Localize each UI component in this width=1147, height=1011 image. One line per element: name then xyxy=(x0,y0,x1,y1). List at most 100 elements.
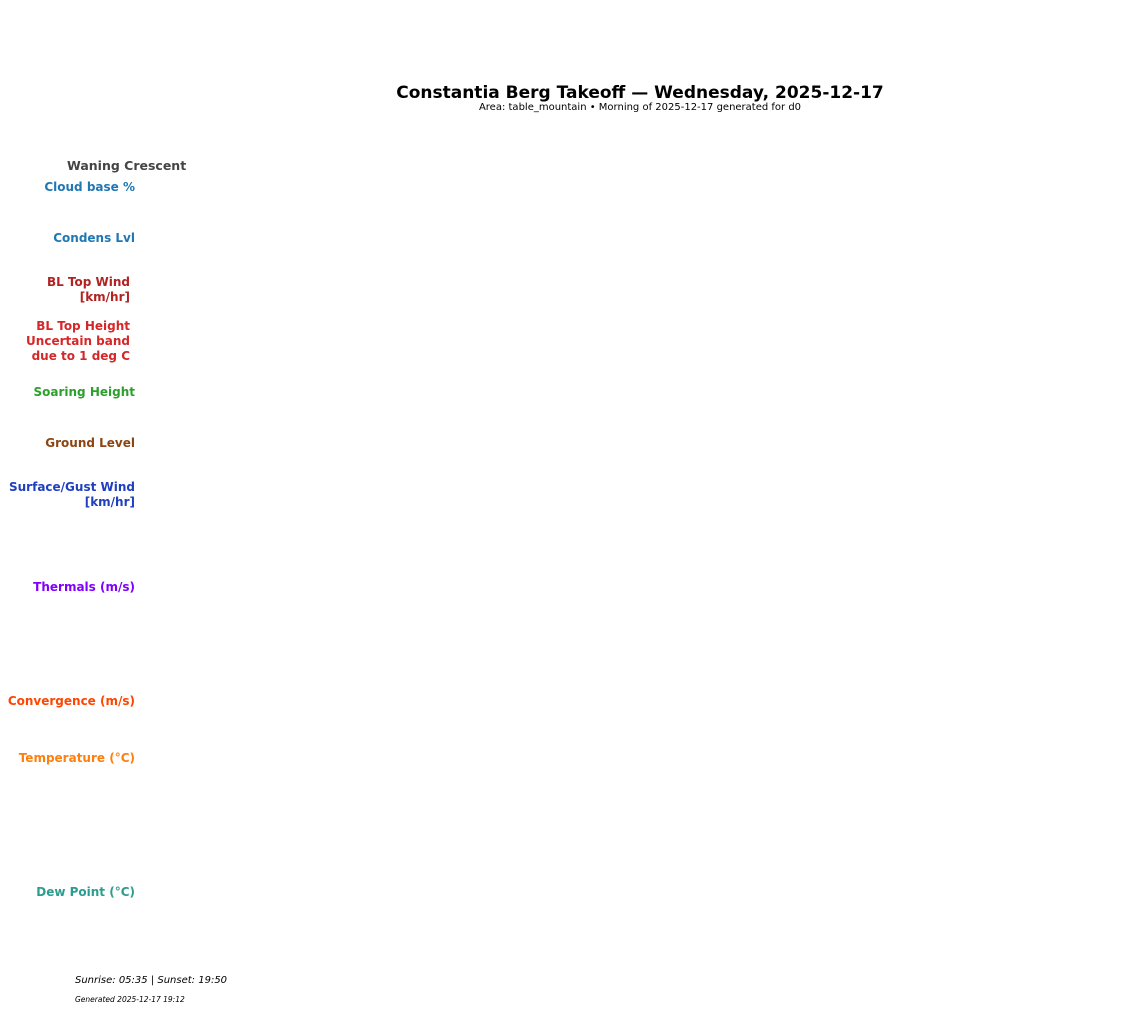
temperature-label-text: 16 xyxy=(288,771,307,787)
sun-icon: 100% xyxy=(620,117,688,185)
convergence-label-text: 0.6 xyxy=(287,677,308,691)
convergence-label-box xyxy=(586,671,620,689)
sun-ray xyxy=(629,126,645,142)
y-axis-label: Vert Spd (m/s) xyxy=(154,586,173,701)
legend-convergence: Convergence (m/s) xyxy=(7,694,135,708)
bl-band xyxy=(248,247,1060,341)
y-tick-label: 2.0 xyxy=(179,181,200,196)
y-tick-label: 0.6 xyxy=(179,506,200,521)
y-tick-label: 1.6 xyxy=(179,274,200,289)
sun-ray xyxy=(1063,165,1074,183)
thermals-label-box xyxy=(992,595,1026,613)
y-axis-label: Temp (°C) xyxy=(147,785,166,865)
convergence-point xyxy=(650,665,658,673)
sun-ray xyxy=(1074,154,1092,165)
bl-wind-marker: 19 S xyxy=(1038,298,1082,358)
wind-barb-icon xyxy=(631,545,641,551)
dew-label-box xyxy=(288,882,308,900)
sun-ray xyxy=(663,126,679,142)
ground-label: 0.510 xyxy=(987,537,1031,555)
ground-label: 0.510 xyxy=(581,537,625,555)
bl-top-label-box xyxy=(676,231,718,249)
legend-ground: Ground Level xyxy=(45,436,135,450)
sun-ray xyxy=(1057,117,1063,135)
chart-title: Constantia Berg Takeoff — Wednesday, 202… xyxy=(396,83,884,103)
legend-surface-wind-line2: [km/hr] xyxy=(84,495,135,509)
y-tick-label: 3 xyxy=(192,574,200,589)
y-tick-label: 0 xyxy=(192,690,200,705)
convergence-line xyxy=(247,668,1061,682)
bl-top-label-box xyxy=(1082,291,1124,309)
chart-subtitle: Area: table_mountain • Morning of 2025-1… xyxy=(478,102,802,113)
thermals-label: 2.6 xyxy=(281,572,315,590)
legend-cloud-base: Cloud base % xyxy=(44,180,135,194)
legend-dew: Dew Point (°C) xyxy=(36,885,135,899)
condens-label-text: 1.34 xyxy=(994,327,1024,341)
sun-ray xyxy=(620,148,638,154)
sun-icon: 100% xyxy=(1026,117,1094,185)
sun-ray xyxy=(657,165,668,183)
y-tick-label: 10 xyxy=(183,854,200,869)
x-tick-label: 17:00 xyxy=(1041,930,1078,945)
thermals-label: 2.0 xyxy=(992,595,1026,613)
surface-wind-marker-speed: 23/42 xyxy=(637,516,672,529)
sun-ray xyxy=(216,137,234,148)
ground-label-text: 0.510 xyxy=(993,542,1025,553)
soaring-label-text: 1.07 xyxy=(994,392,1024,406)
legend-bl-top-line2: Uncertain band xyxy=(26,334,130,348)
dew-label: 9 xyxy=(593,881,613,899)
y-tick-label-right: 1.0 xyxy=(1117,413,1138,428)
dew-label-text: 9 xyxy=(293,883,303,899)
sun-percent: 82% xyxy=(235,145,261,158)
ground-label-box xyxy=(581,537,625,555)
sun-ray xyxy=(1069,160,1085,176)
convergence-label-text: 0.7 xyxy=(592,673,613,687)
bl-top-label-box xyxy=(184,207,226,225)
wind-barb-icon xyxy=(1037,545,1047,551)
convergence-label: 0.4 xyxy=(992,683,1026,701)
cloud-base-pct-label-box xyxy=(988,305,1030,323)
dew-label-text: 9 xyxy=(1004,881,1014,897)
y-tick-label: 1.8 xyxy=(179,227,200,242)
soaring-point xyxy=(1055,398,1065,409)
cloud-base-pct-label-text: 48 % xyxy=(587,283,620,297)
condens-label-box xyxy=(277,316,319,334)
bl-top-label-text: 1.64 xyxy=(682,233,712,247)
dew-line xyxy=(247,872,1061,877)
cloud-base-pct-label-box xyxy=(277,296,319,314)
sun-ray xyxy=(622,154,640,165)
y-tick-label-right: 2 xyxy=(1117,613,1125,628)
sun-ray xyxy=(668,137,686,148)
sun-percent: 100% xyxy=(1043,145,1077,158)
condens-point xyxy=(1056,336,1064,344)
soaring-label-box xyxy=(582,346,624,364)
cloud-base-pct-label-box xyxy=(582,281,624,299)
convergence-label-box xyxy=(281,675,315,693)
bl-wind-marker-speed: 19 xyxy=(1052,315,1067,328)
y-tick-label: 15 xyxy=(183,795,200,810)
sun-ray xyxy=(264,148,282,154)
convergence-point xyxy=(244,669,252,677)
y-tick-label: 1.4 xyxy=(179,320,200,335)
convergence-label: 0.7 xyxy=(586,671,620,689)
cloud-base-pct-label-text: 91 % xyxy=(282,298,315,312)
temperature-point xyxy=(1055,794,1065,805)
sun-ray xyxy=(1035,126,1051,142)
sun-ray xyxy=(668,154,686,165)
sun-ray xyxy=(262,137,280,148)
condens-line xyxy=(247,316,1061,342)
moon-icon xyxy=(96,77,158,139)
thermals-point xyxy=(650,588,658,596)
y-axis-label: Height ASL (km) xyxy=(139,301,158,431)
temperature-label: 16 xyxy=(283,770,313,788)
surface-wind-marker: 20/37 SW xyxy=(225,502,270,552)
wind-barb-icon xyxy=(225,545,235,551)
temperature-point xyxy=(649,781,659,792)
wind-circle xyxy=(226,225,270,270)
soaring-label-text: 1.33 xyxy=(588,348,618,362)
ground-label-box xyxy=(987,537,1031,555)
bl-top-label: 1.64 xyxy=(676,231,718,249)
wind-circle xyxy=(226,508,270,552)
surface-wind-marker-direction: SW xyxy=(238,533,258,546)
sun-ray xyxy=(651,117,657,135)
